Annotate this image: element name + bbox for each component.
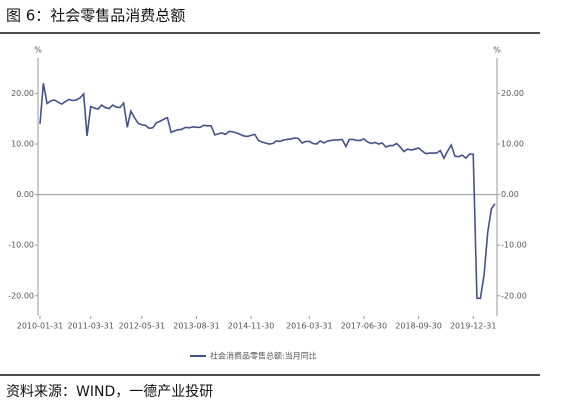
x-tick-label: 2018-09-30 [395,322,442,331]
y2-tick-label: 0.00 [501,190,519,199]
y-tick-label: 20.00 [11,89,34,98]
y2-tick-label: -10.00 [501,241,527,250]
x-tick-label: 2016-03-31 [286,322,333,331]
x-tick-label: 2019-12-31 [450,322,497,331]
y2-tick-label: -20.00 [501,291,527,300]
y-tick-label: -20.00 [8,291,34,300]
x-tick-label: 2017-06-30 [341,322,388,331]
y2-tick-label: 10.00 [501,140,524,149]
y-tick-label: 10.00 [11,140,34,149]
y-tick-label: 0.00 [16,190,34,199]
legend-label: 社会消费品零售总额:当月同比 [210,351,317,361]
x-tick-label: 2012-05-31 [119,322,166,331]
y2-tick-label: 20.00 [501,89,524,98]
y-tick-label: -10.00 [8,241,34,250]
data-line [39,83,496,300]
x-tick-label: 2010-01-31 [17,322,64,331]
source: 资料来源：WIND，一德产业投研 [6,384,213,400]
y2-unit: % [493,46,501,55]
x-tick-label: 2011-03-31 [67,322,114,331]
chart-title: 图 6：社会零售品消费总额 [6,7,185,25]
y-unit: % [34,46,42,55]
x-tick-label: 2014-11-30 [228,322,275,331]
x-tick-label: 2013-08-31 [173,322,220,331]
